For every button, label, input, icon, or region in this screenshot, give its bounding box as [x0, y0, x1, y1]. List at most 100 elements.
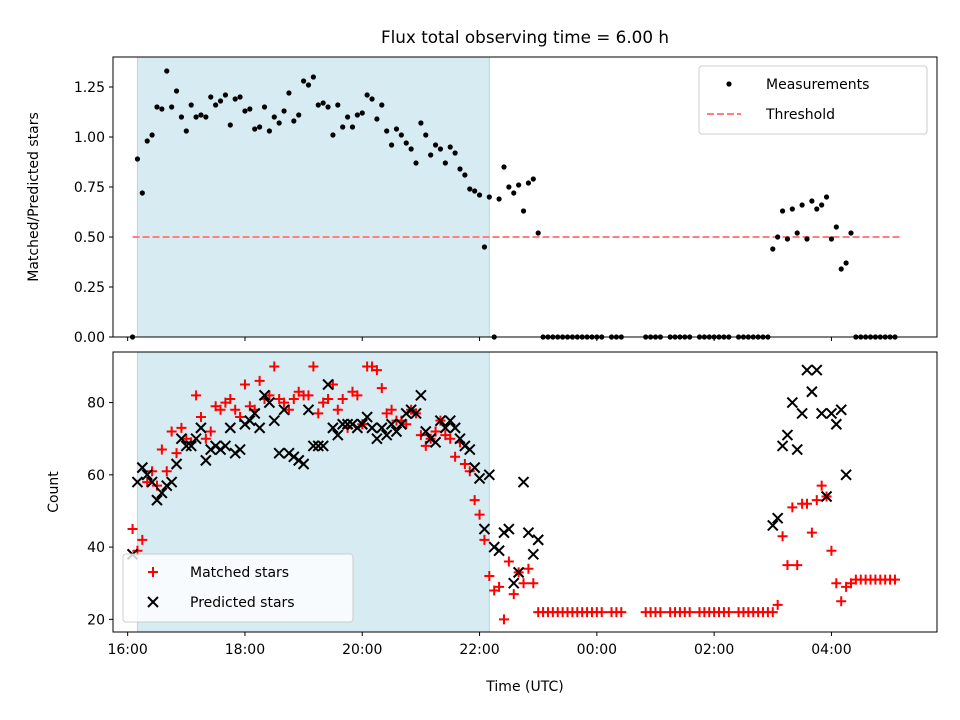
- data-point: [784, 236, 791, 242]
- data-point: [535, 230, 541, 236]
- data-point: [530, 176, 536, 182]
- data-point: [263, 396, 276, 409]
- data-point: [462, 172, 468, 178]
- data-point: [777, 531, 788, 542]
- data-point: [723, 607, 734, 618]
- data-point: [786, 396, 799, 409]
- data-point: [826, 545, 837, 556]
- data-point: [379, 102, 385, 108]
- data-point: [801, 364, 813, 376]
- top-shaded-interval: [136, 56, 490, 338]
- data-point: [449, 422, 461, 434]
- bottom-y-axis-label: Count: [46, 471, 62, 513]
- top-y-tick-label: 0.50: [74, 230, 105, 246]
- data-point: [512, 566, 525, 579]
- data-point: [173, 88, 180, 94]
- data-point: [476, 192, 483, 198]
- data-point: [410, 407, 422, 420]
- data-point: [131, 476, 144, 488]
- data-point: [261, 104, 268, 110]
- data-point: [806, 527, 817, 538]
- legend-box: [122, 553, 354, 623]
- data-point: [445, 433, 456, 444]
- data-point: [516, 182, 522, 188]
- data-point: [371, 365, 382, 376]
- data-point: [341, 418, 354, 430]
- data-point: [809, 198, 815, 204]
- data-point: [171, 448, 182, 459]
- data-point: [222, 92, 229, 98]
- data-point: [828, 236, 835, 242]
- data-point: [205, 426, 216, 437]
- data-point: [401, 419, 412, 430]
- data-point: [655, 607, 666, 618]
- data-point: [508, 589, 519, 600]
- data-point: [771, 512, 784, 524]
- data-point: [501, 164, 507, 170]
- data-point: [511, 190, 517, 196]
- data-point: [146, 476, 158, 488]
- legend-marker: [148, 567, 158, 577]
- data-point: [767, 519, 779, 532]
- data-point: [380, 429, 393, 441]
- data-point: [393, 126, 400, 132]
- data-point: [234, 443, 246, 456]
- data-point: [149, 132, 155, 138]
- data-point: [520, 208, 527, 214]
- data-point: [787, 502, 798, 513]
- top-y-axis-label: Matched/Predicted stars: [26, 112, 42, 282]
- data-point: [227, 122, 233, 128]
- x-tick-label: 04:00: [811, 642, 851, 658]
- data-point: [413, 160, 419, 166]
- data-point: [361, 411, 373, 423]
- data-point: [432, 142, 439, 148]
- data-point: [136, 461, 149, 474]
- data-point: [183, 128, 189, 134]
- data-point: [257, 124, 263, 130]
- data-point: [310, 74, 316, 80]
- data-point: [268, 414, 280, 427]
- data-point: [376, 422, 388, 434]
- data-point: [296, 112, 302, 118]
- data-point: [359, 110, 365, 116]
- data-point: [390, 425, 403, 438]
- data-point: [479, 534, 490, 545]
- legend-label: Matched stars: [190, 565, 289, 581]
- bottom-y-tick-label: 20: [87, 612, 105, 628]
- data-point: [815, 407, 828, 420]
- data-point: [175, 433, 188, 445]
- data-point: [180, 440, 193, 452]
- legend-marker: [147, 596, 159, 608]
- data-point: [522, 526, 535, 539]
- data-point: [684, 607, 695, 618]
- bottom-y-tick-label: 40: [87, 540, 105, 556]
- data-point: [452, 150, 458, 156]
- data-point: [242, 108, 248, 114]
- data-point: [303, 390, 314, 401]
- data-point: [193, 114, 199, 120]
- data-point: [415, 389, 427, 402]
- data-point: [317, 440, 329, 452]
- data-point: [481, 244, 488, 250]
- data-point: [340, 124, 346, 130]
- data-point: [364, 92, 370, 98]
- data-point: [264, 390, 275, 401]
- data-point: [442, 160, 448, 166]
- data-point: [395, 418, 408, 430]
- data-point: [169, 104, 175, 110]
- data-point: [307, 440, 320, 452]
- data-point: [418, 120, 424, 126]
- data-point: [253, 422, 266, 434]
- data-point: [156, 444, 167, 455]
- data-point: [486, 194, 492, 200]
- data-point: [528, 578, 539, 589]
- data-point: [166, 426, 177, 437]
- data-point: [403, 140, 409, 146]
- data-point: [286, 90, 292, 96]
- data-point: [459, 459, 470, 469]
- data-point: [806, 386, 818, 398]
- data-point: [354, 112, 360, 118]
- top-y-tick-label: 1.25: [74, 80, 105, 96]
- data-point: [217, 98, 224, 104]
